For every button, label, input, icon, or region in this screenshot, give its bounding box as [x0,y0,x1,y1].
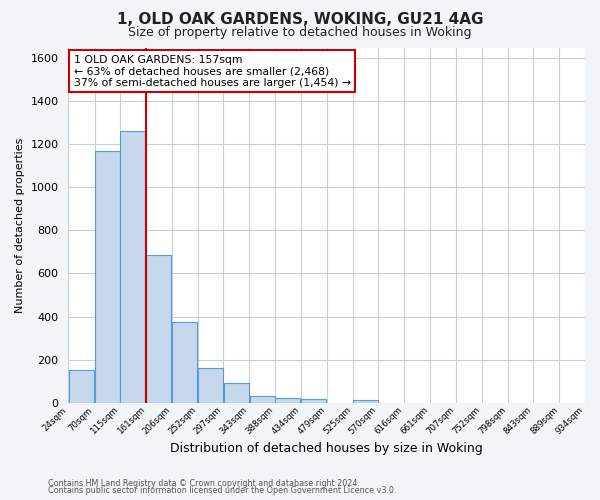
Text: 1 OLD OAK GARDENS: 157sqm
← 63% of detached houses are smaller (2,468)
37% of se: 1 OLD OAK GARDENS: 157sqm ← 63% of detac… [74,54,350,88]
Bar [353,400,378,402]
Bar [120,132,145,402]
Bar [146,255,172,402]
Bar [95,151,120,403]
Bar [68,370,94,402]
Text: Size of property relative to detached houses in Woking: Size of property relative to detached ho… [128,26,472,39]
X-axis label: Distribution of detached houses by size in Woking: Distribution of detached houses by size … [170,442,483,455]
Bar [275,398,301,402]
Bar [172,322,197,402]
Text: 1, OLD OAK GARDENS, WOKING, GU21 4AG: 1, OLD OAK GARDENS, WOKING, GU21 4AG [117,12,483,28]
Bar [198,368,223,402]
Bar [224,384,249,402]
Bar [250,396,275,402]
Text: Contains public sector information licensed under the Open Government Licence v3: Contains public sector information licen… [48,486,397,495]
Text: Contains HM Land Registry data © Crown copyright and database right 2024.: Contains HM Land Registry data © Crown c… [48,478,360,488]
Bar [301,400,326,402]
Y-axis label: Number of detached properties: Number of detached properties [15,138,25,313]
